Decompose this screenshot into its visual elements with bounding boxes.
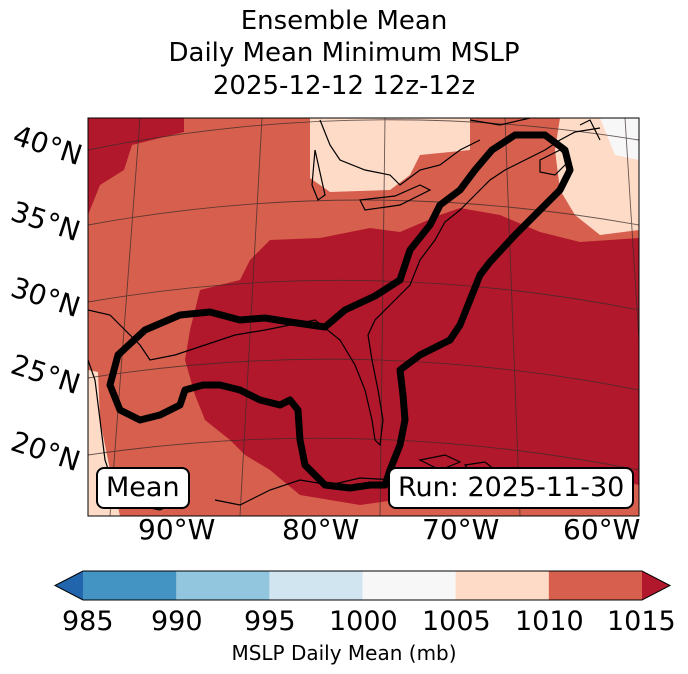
run-label-box: Run: 2025-11-30: [388, 467, 635, 509]
map-title-line3: 2025-12-12 12z-12z: [212, 71, 476, 101]
map-frame: [87, 117, 640, 517]
colorbar-tick-990: 990: [151, 606, 203, 637]
lon-label-90w: 90°W: [138, 513, 216, 546]
colorbar-tick-985: 985: [62, 606, 114, 637]
colorbar-label: MSLP Daily Mean (mb): [231, 641, 457, 665]
colorbar-tick-995: 995: [244, 606, 296, 637]
field-1000-1005-corner: [600, 118, 639, 160]
colorbar-tick-1005: 1005: [422, 606, 491, 637]
map-title-line1: Ensemble Mean: [240, 6, 448, 36]
colorbar-bin: [362, 571, 457, 600]
colorbar-bin: [176, 571, 270, 600]
lon-label-70w: 70°W: [422, 513, 500, 546]
field-1005-1010-north: [310, 118, 470, 192]
colorbar-tick-1010: 1010: [515, 606, 584, 637]
colorbar-outline: [53, 570, 672, 601]
colorbar-bin: [269, 571, 363, 600]
colorbar-extend-high: [642, 571, 670, 600]
colorbar-bin: [548, 571, 643, 600]
mslp-contour: [106, 131, 574, 492]
colorbar: [53, 570, 672, 601]
colorbar-extend-low: [55, 571, 83, 600]
lon-label-60w: 60°W: [563, 513, 641, 546]
stat-label-box: Mean: [96, 467, 190, 509]
lon-label-80w: 80°W: [282, 513, 360, 546]
colorbar-bin: [83, 571, 177, 600]
colorbar-tick-1015: 1015: [607, 606, 676, 637]
map-title-line2: Daily Mean Minimum MSLP: [168, 38, 520, 68]
colorbar-bin: [455, 571, 550, 600]
colorbar-tick-1000: 1000: [329, 606, 398, 637]
field-gt1015-northwest: [88, 118, 184, 215]
